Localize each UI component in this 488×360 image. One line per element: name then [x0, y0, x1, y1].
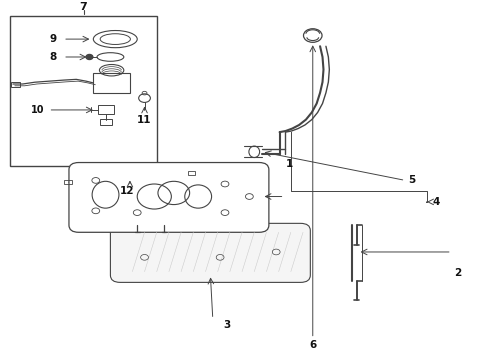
Text: 1: 1: [285, 159, 293, 169]
Text: 10: 10: [31, 105, 44, 114]
Text: 9: 9: [50, 34, 57, 44]
Text: 3: 3: [224, 320, 231, 330]
Bar: [64, 180, 72, 184]
FancyBboxPatch shape: [110, 223, 310, 282]
Bar: [11, 82, 20, 87]
Bar: [100, 119, 112, 125]
Text: 4: 4: [431, 197, 439, 207]
Text: 7: 7: [80, 2, 87, 12]
Text: 6: 6: [308, 340, 316, 350]
Bar: [98, 105, 114, 114]
Bar: [188, 171, 195, 175]
Text: 12: 12: [120, 186, 135, 196]
Text: 11: 11: [137, 114, 151, 125]
FancyBboxPatch shape: [69, 162, 268, 232]
Text: 2: 2: [453, 269, 461, 278]
Text: 8: 8: [49, 52, 57, 62]
Circle shape: [86, 54, 93, 59]
Text: 5: 5: [407, 175, 414, 185]
Bar: [10, 16, 157, 166]
Bar: [93, 73, 130, 93]
